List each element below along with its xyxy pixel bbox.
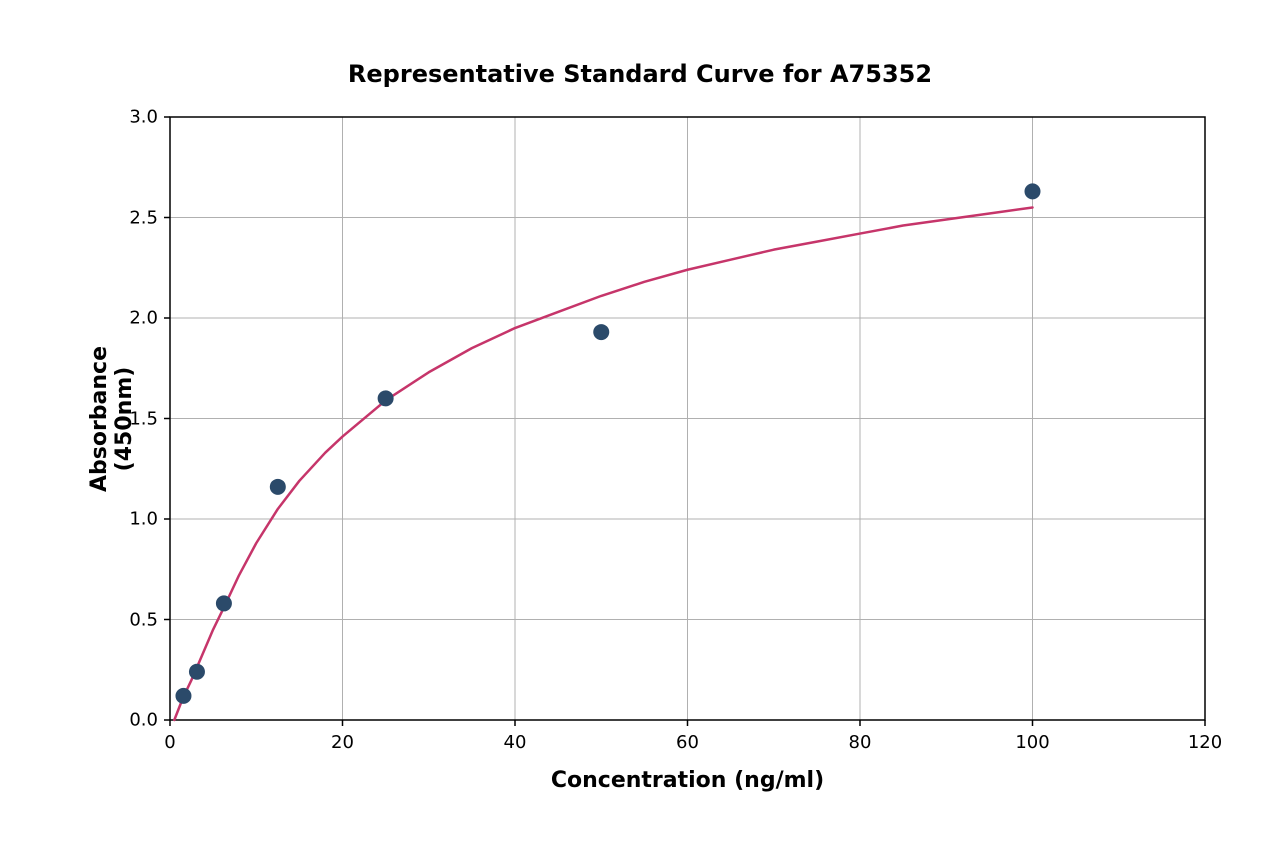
y-tick-label: 2.5 <box>129 207 158 228</box>
scatter-point <box>378 390 394 406</box>
x-tick-label: 0 <box>164 732 175 753</box>
x-tick-label: 40 <box>504 732 527 753</box>
chart-container: Representative Standard Curve for A75352… <box>0 0 1280 845</box>
scatter-point <box>1025 183 1041 199</box>
scatter-point <box>216 595 232 611</box>
y-tick-label: 1.5 <box>129 408 158 429</box>
y-tick-label: 0.5 <box>129 609 158 630</box>
scatter-point <box>175 688 191 704</box>
x-tick-label: 60 <box>676 732 699 753</box>
x-axis-label: Concentration (ng/ml) <box>170 768 1205 793</box>
scatter-point <box>270 479 286 495</box>
scatter-point <box>593 324 609 340</box>
chart-svg <box>0 0 1280 845</box>
y-tick-label: 1.0 <box>129 509 158 530</box>
x-tick-label: 100 <box>1015 732 1049 753</box>
scatter-point <box>189 664 205 680</box>
y-tick-label: 2.0 <box>129 308 158 329</box>
y-tick-label: 0.0 <box>129 710 158 731</box>
x-tick-label: 120 <box>1188 732 1222 753</box>
x-tick-label: 20 <box>331 732 354 753</box>
x-tick-label: 80 <box>849 732 872 753</box>
chart-title: Representative Standard Curve for A75352 <box>0 60 1280 88</box>
y-tick-label: 3.0 <box>129 107 158 128</box>
